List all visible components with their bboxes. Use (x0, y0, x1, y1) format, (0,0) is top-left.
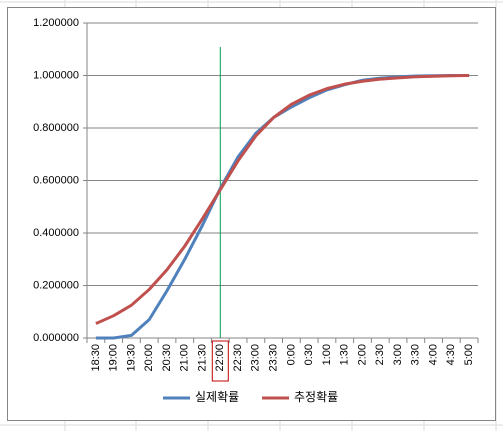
y-tick-label: 0.000000 (33, 332, 79, 344)
x-tick-label: 19:30 (125, 344, 137, 372)
x-tick-label: 3:30 (410, 344, 422, 365)
x-tick-label: 22:00 (214, 344, 226, 372)
x-tick-label: 20:00 (143, 344, 155, 372)
y-tick-label: 1.200000 (33, 17, 79, 29)
x-tick-label: 4:00 (427, 344, 439, 365)
x-tick-label: 20:30 (161, 344, 173, 372)
legend-label: 추정확률 (294, 390, 338, 404)
x-tick-label: 4:30 (445, 344, 457, 365)
highlight-box (211, 340, 229, 382)
x-tick-label: 0:30 (303, 344, 315, 365)
x-tick-label: 21:30 (196, 344, 208, 372)
y-tick-label: 0.800000 (33, 122, 79, 134)
series-line (95, 74, 470, 325)
x-tick-label: 18:30 (90, 344, 102, 372)
x-tick-label: 0:00 (285, 344, 297, 365)
y-tick-label: 0.600000 (33, 174, 79, 186)
x-tick-label: 21:00 (179, 344, 191, 372)
x-tick-label: 2:00 (356, 344, 368, 365)
x-tick-label: 1:00 (321, 344, 333, 365)
x-tick-label: 3:00 (392, 344, 404, 365)
x-tick-label: 23:30 (268, 344, 280, 372)
legend-label: 실제확률 (195, 390, 239, 404)
y-tick-label: 1.000000 (33, 69, 79, 81)
x-tick-label: 5:00 (463, 344, 475, 365)
x-tick-label: 23:00 (250, 344, 262, 372)
x-tick-label: 22:30 (232, 344, 244, 372)
x-tick-label: 2:30 (374, 344, 386, 365)
x-tick-label: 19:00 (108, 344, 120, 372)
y-tick-label: 0.200000 (33, 279, 79, 291)
x-tick-label: 1:30 (339, 344, 351, 365)
y-tick-label: 0.400000 (33, 227, 79, 239)
